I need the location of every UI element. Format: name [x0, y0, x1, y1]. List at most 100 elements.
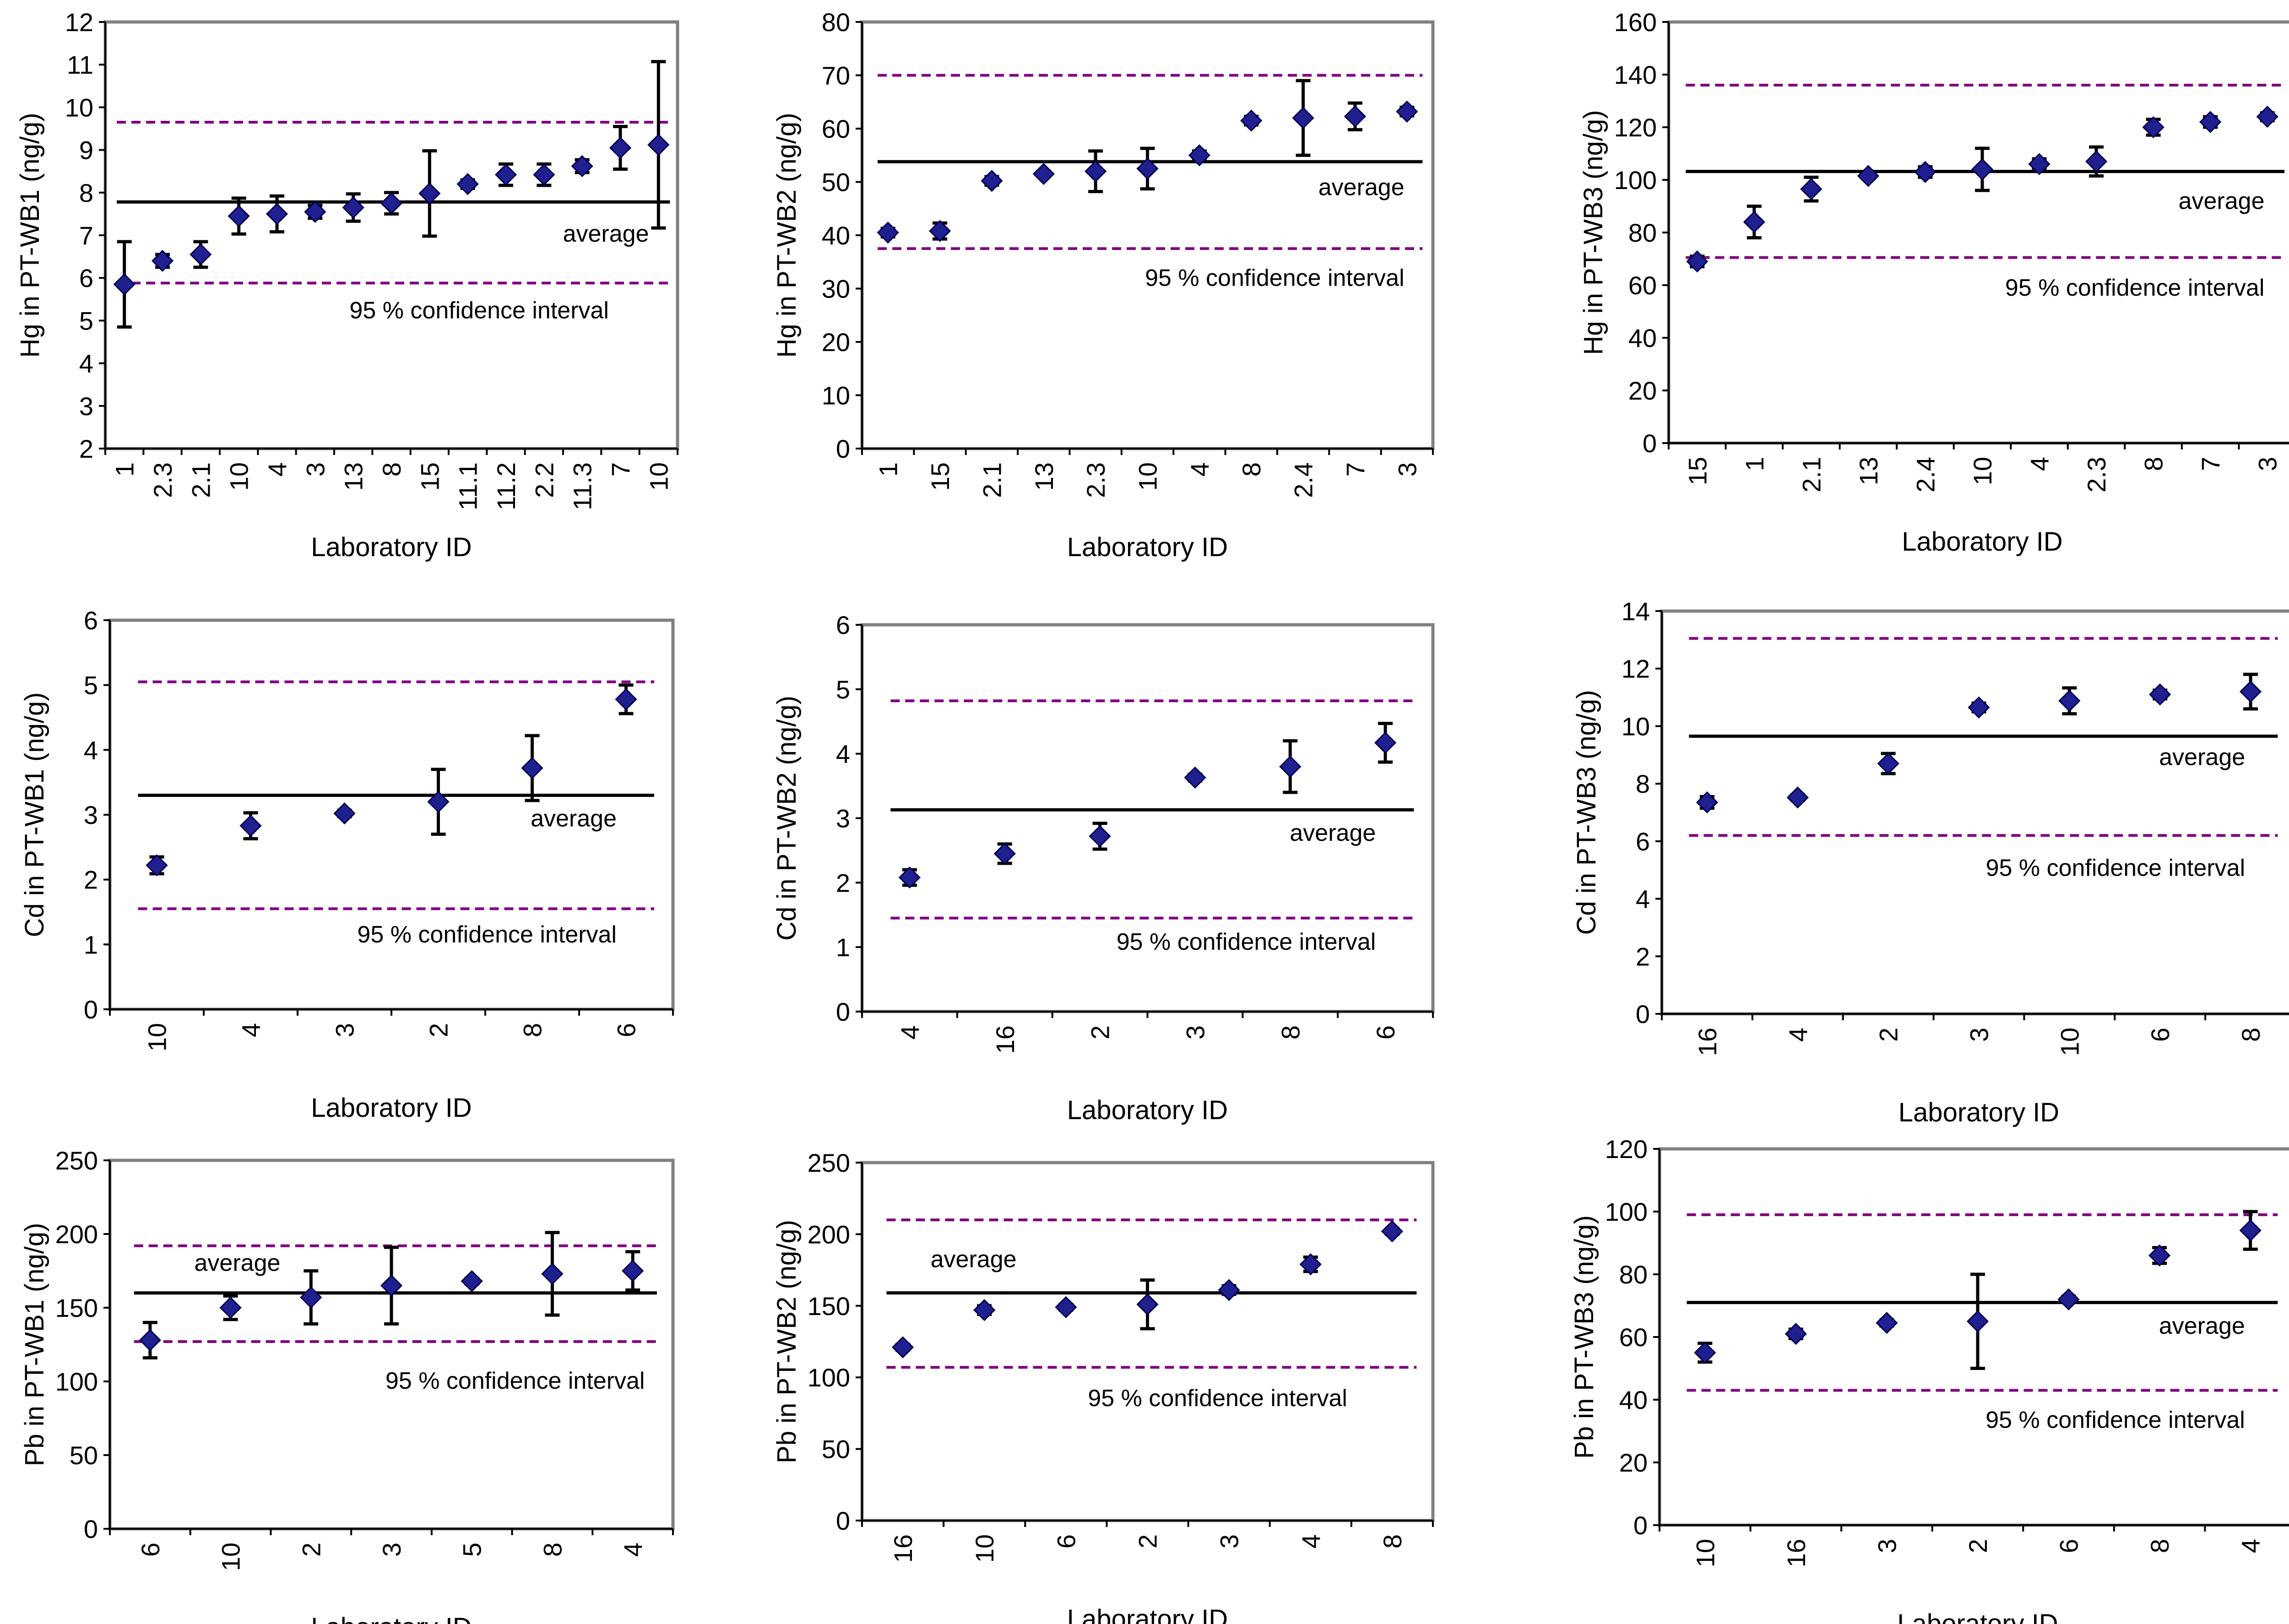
data-point [300, 1286, 322, 1309]
data-point [1743, 211, 1765, 233]
y-tick-label: 100 [55, 1367, 98, 1396]
y-tick-label: 6 [1636, 827, 1650, 856]
ci-label: 95 % confidence interval [357, 921, 617, 948]
data-point [228, 205, 250, 227]
y-tick-label: 0 [84, 995, 98, 1024]
y-tick-label: 6 [84, 606, 98, 635]
x-axis-title: Laboratory ID [1067, 1604, 1228, 1624]
y-tick-label: 100 [808, 1363, 850, 1392]
data-point [113, 273, 136, 296]
data-point [1136, 157, 1159, 180]
x-tick-label: 2.1 [1797, 457, 1826, 493]
data-point [1696, 791, 1719, 814]
data-point [622, 1260, 644, 1282]
y-tick-label: 20 [822, 328, 850, 357]
y-tick-label: 3 [836, 804, 850, 833]
data-point [891, 1336, 914, 1359]
data-point [2148, 1244, 2171, 1267]
average-label: average [2159, 1313, 2245, 1339]
y-tick-label: 0 [836, 997, 850, 1026]
data-point [1914, 161, 1936, 183]
x-tick-label: 7 [606, 462, 635, 476]
chart-panel-6: 0 2 4 6 8 10 12 14 16 4 2 3 10 6 8 Laboratory ID Cd in P… [1572, 597, 2289, 1127]
x-tick-label: 1 [1740, 457, 1769, 471]
y-axis-title: Pb in PT-WB2 (ng/g) [772, 1220, 802, 1463]
y-axis-title: Pb in PT-WB1 (ng/g) [20, 1223, 49, 1467]
data-point [266, 203, 288, 225]
data-point [609, 136, 632, 159]
ci-label: 95 % confidence interval [2005, 275, 2265, 301]
data-point [1971, 158, 1994, 181]
x-tick-label: 2.2 [530, 462, 559, 498]
data-point [1136, 1293, 1159, 1315]
y-tick-label: 60 [822, 114, 850, 143]
average-label: average [563, 221, 649, 247]
x-tick-label: 3 [331, 1023, 359, 1037]
y-axis-title: Hg in PT-WB2 (ng/g) [772, 113, 802, 357]
data-point [993, 842, 1016, 865]
y-tick-label: 3 [79, 392, 93, 421]
x-tick-label: 4 [1296, 1534, 1325, 1548]
y-tick-label: 100 [1614, 166, 1657, 195]
y-tick-label: 4 [84, 736, 98, 764]
data-point [1374, 731, 1397, 754]
y-tick-label: 1 [84, 930, 98, 959]
plot-frame [860, 1161, 1435, 1522]
x-axis-title: Laboratory ID [311, 1613, 472, 1624]
x-tick-label: 7 [1341, 462, 1370, 476]
x-tick-label: 10 [644, 462, 673, 491]
average-label: average [2159, 744, 2245, 770]
x-tick-label: 8 [1237, 462, 1266, 476]
x-tick-label: 5 [458, 1543, 487, 1557]
x-tick-label: 4 [1185, 462, 1214, 476]
x-tick-label: 2 [424, 1023, 453, 1037]
data-point [2239, 680, 2262, 703]
data-point [239, 814, 262, 837]
x-tick-label: 7 [2196, 457, 2225, 471]
data-point [533, 163, 555, 186]
ci-label: 95 % confidence interval [1986, 855, 2246, 881]
data-point [333, 802, 356, 825]
y-tick-label: 160 [1614, 8, 1657, 37]
x-tick-label: 6 [2146, 1028, 2175, 1042]
data-point [139, 1329, 161, 1351]
ci-label: 95 % confidence interval [349, 298, 609, 324]
data-point [456, 173, 479, 195]
ci-label: 95 % confidence interval [1145, 265, 1405, 292]
data-point [1686, 250, 1709, 273]
y-tick-label: 80 [1619, 1260, 1648, 1289]
x-tick-label: 2.1 [977, 462, 1006, 498]
data-point [342, 196, 364, 219]
data-point [1344, 105, 1367, 128]
chart-panel-3: 0 20 40 60 80 100 120 140 160 15 1 2.1 13 2.4 10 4 2.3 8 7… [1578, 8, 2289, 557]
average-label: average [2179, 188, 2265, 214]
y-tick-label: 120 [1605, 1135, 1648, 1164]
data-point [1184, 766, 1206, 789]
data-point [2239, 1219, 2262, 1242]
x-tick-label: 3 [1965, 1028, 1994, 1042]
y-axis-title: Cd in PT-WB3 (ng/g) [1572, 690, 1601, 935]
x-tick-label: 4 [263, 462, 292, 476]
y-tick-label: 14 [1622, 597, 1650, 626]
y-tick-label: 2 [836, 868, 850, 897]
x-tick-label: 4 [1784, 1028, 1812, 1042]
y-tick-label: 5 [84, 671, 98, 700]
y-tick-label: 100 [1605, 1197, 1648, 1226]
y-tick-label: 0 [1643, 429, 1657, 458]
data-point [521, 757, 543, 780]
y-tick-label: 20 [1628, 376, 1657, 405]
data-point [1877, 752, 1899, 775]
y-tick-label: 0 [1633, 1511, 1648, 1540]
x-tick-label: 8 [2236, 1028, 2265, 1042]
y-tick-label: 4 [836, 740, 850, 769]
y-tick-label: 12 [1622, 655, 1650, 683]
y-tick-label: 10 [65, 93, 93, 122]
x-tick-label: 10 [143, 1023, 172, 1051]
y-tick-label: 2 [84, 866, 98, 894]
x-tick-label: 3 [1393, 462, 1421, 476]
y-tick-label: 7 [79, 221, 93, 250]
y-tick-label: 120 [1614, 113, 1657, 142]
chart-panel-2: 0 10 20 30 40 50 60 70 80 1 15 2.1 13 2.3 10 4 8 2.4 7 3 Lab… [772, 8, 1435, 562]
chart-panel-9: 0 20 40 60 80 100 120 10 16 3 2 6 8 4 Laboratory ID Pb … [1569, 1135, 2289, 1624]
ci-label: 95 % confidence interval [1088, 1385, 1347, 1412]
